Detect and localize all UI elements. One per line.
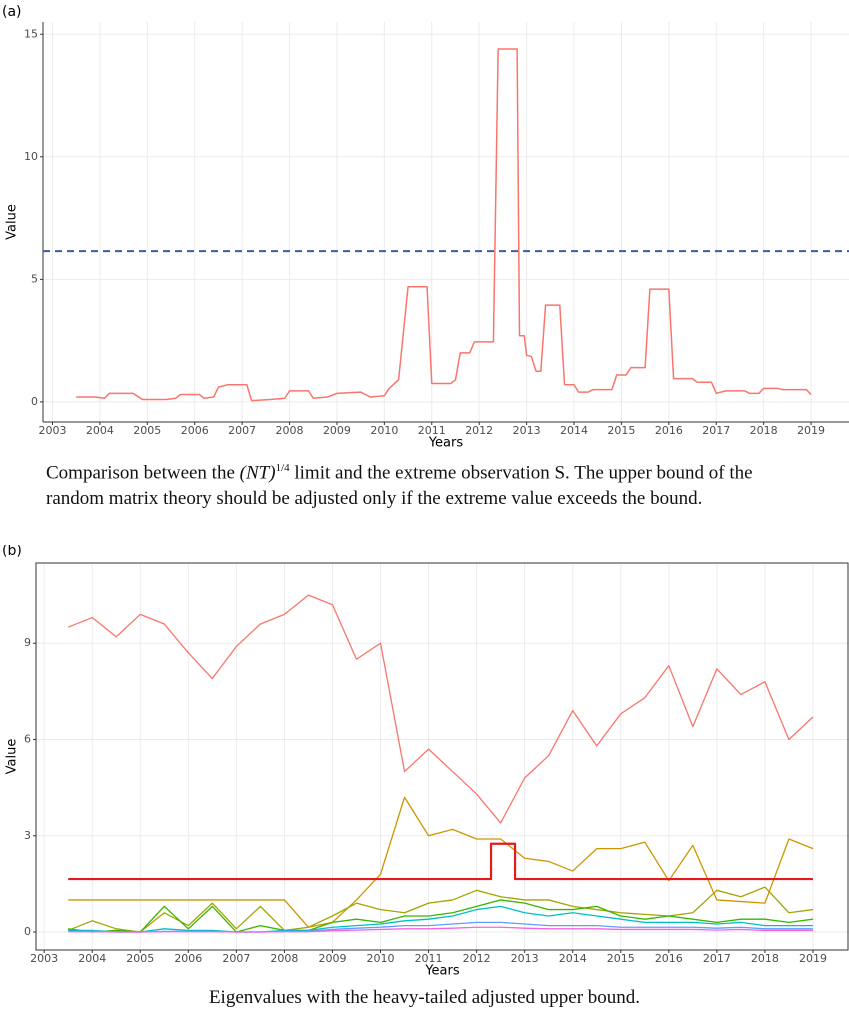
x-tick-label: 2016 [655,424,683,437]
chart-b: (b) Years Value 0 3 6 9 2003 2004 2005 2006 2007 200… [2,545,849,979]
x-tick-label: 2006 [174,952,202,965]
data-line [68,899,814,933]
panel-label: (a) [2,4,22,20]
data-line [68,842,813,881]
x-tick-label: 2014 [559,952,587,965]
x-tick-label: 2003 [30,952,58,965]
data-line [68,921,813,933]
x-tick-label: 2017 [703,952,731,965]
x-tick-label: 2007 [228,424,256,437]
x-tick-label: 2005 [126,952,154,965]
x-tick-label: 2013 [513,424,541,437]
y-tick-label: 9 [24,636,31,649]
x-tick-label: 2018 [750,424,778,437]
x-tick-label: 2016 [655,952,683,965]
x-tick-label: 2019 [799,952,827,965]
y-tick-label: 15 [24,27,38,40]
x-tick-label: 2009 [323,424,351,437]
y-tick-label: 5 [31,272,38,285]
chart-a: (a) Years Value 0 5 10 15 2003 2004 2005 2006 2007 2… [2,4,849,451]
data-line [67,594,814,824]
y-axis-title: Value [5,739,20,775]
x-tick-label: 2008 [270,952,298,965]
caption-text: Eigenvalues with the heavy-tailed adjust… [208,987,641,1008]
x-tick-label: 2009 [318,952,346,965]
caption-text: Comparison between the [46,462,235,484]
y-tick-label: 6 [24,732,31,745]
caption-text: limit and the extreme observation S. The… [46,462,753,510]
x-tick-label: 2010 [370,424,398,437]
data-line [68,926,813,933]
x-tick-label: 2019 [797,424,825,437]
caption-exponent: 1/4 [275,462,290,474]
x-tick-label: 2018 [751,952,779,965]
x-tick-label: 2006 [181,424,209,437]
y-tick-label: 0 [31,395,38,408]
x-tick-label: 2008 [276,424,304,437]
x-tick-label: 2013 [511,952,539,965]
data-line [68,796,814,928]
x-tick-label: 2004 [78,952,106,965]
data-line [67,886,814,933]
x-tick-label: 2012 [463,952,491,965]
x-tick-label: 2010 [367,952,395,965]
x-tick-label: 2015 [607,952,635,965]
x-tick-label: 2015 [607,424,635,437]
y-tick-label: 3 [24,829,31,842]
x-tick-label: 2012 [465,424,493,437]
caption-b: Eigenvalues with the heavy-tailed adjust… [0,985,849,1009]
y-tick-label: 10 [24,150,38,163]
x-tick-label: 2004 [86,424,114,437]
x-axis-title: Years [428,436,464,451]
plot-frame [35,562,849,951]
caption-math: (NT) [239,462,276,484]
caption-a: Comparison between the (NT)1/4 limit and… [0,455,849,545]
y-axis-title: Value [5,204,20,240]
x-tick-label: 2005 [133,424,161,437]
x-tick-label: 2007 [222,952,250,965]
y-tick-label: 0 [24,925,31,938]
data-line [76,48,812,402]
x-axis-title: Years [424,964,460,979]
panel-label: (b) [2,545,22,559]
x-tick-label: 2014 [560,424,588,437]
data-line [68,905,813,933]
x-tick-label: 2011 [415,952,443,965]
x-tick-label: 2003 [38,424,66,437]
x-tick-label: 2011 [418,424,446,437]
x-tick-label: 2017 [702,424,730,437]
